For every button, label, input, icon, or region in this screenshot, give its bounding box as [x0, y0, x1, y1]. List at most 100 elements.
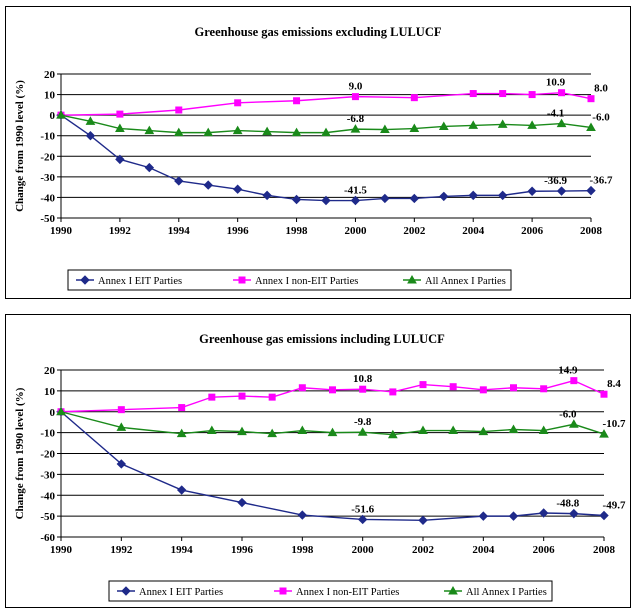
- x-tick-label: 2006: [533, 544, 556, 556]
- data-label: -41.5: [344, 185, 367, 197]
- data-point: [350, 124, 361, 133]
- data-point: [468, 120, 479, 129]
- data-point: [538, 508, 549, 518]
- data-label: 10.8: [353, 373, 373, 385]
- data-point: [586, 185, 596, 196]
- data-label: 10.9: [546, 77, 566, 89]
- data-point: [527, 186, 537, 196]
- legend-item-annex-i-non-eit-parties: Annex I non-EIT Parties: [233, 276, 358, 287]
- data-point: [232, 184, 243, 194]
- data-point: [380, 193, 390, 204]
- data-point: [418, 515, 428, 526]
- legend-item-annex-i-non-eit-parties: Annex I non-EIT Parties: [274, 587, 399, 598]
- data-point: [262, 190, 272, 201]
- data-point: [409, 123, 420, 133]
- data-point: [568, 419, 579, 428]
- legend-label: Annex I EIT Parties: [139, 587, 223, 598]
- y-tick-label: 10: [44, 386, 56, 398]
- data-point: [409, 193, 420, 204]
- chart-excluding-lulucf: Greenhouse gas emissions excluding LULUC…: [14, 25, 613, 291]
- data-point: [469, 90, 477, 98]
- data-point: [56, 110, 66, 119]
- chart-including-lulucf: Greenhouse gas emissions including LULUC…: [14, 332, 626, 602]
- y-tick-label: -20: [40, 449, 55, 461]
- data-point: [479, 386, 487, 394]
- data-point: [538, 425, 549, 435]
- data-point: [268, 393, 276, 401]
- data-point: [174, 176, 184, 186]
- data-point: [116, 110, 124, 118]
- y-axis-label: Change from 1990 level (%): [14, 387, 26, 519]
- data-point: [527, 120, 537, 129]
- legend: Annex I EIT Parties Annex I non-EIT Parti…: [67, 269, 512, 291]
- legend-label: Annex I non-EIT Parties: [255, 276, 358, 287]
- y-tick-label: -10: [40, 428, 55, 440]
- legend-marker: [448, 585, 458, 595]
- data-point: [267, 428, 278, 438]
- legend-marker: [121, 586, 131, 596]
- y-tick-label: -50: [40, 213, 55, 225]
- series-line: [60, 379, 605, 413]
- data-point: [478, 426, 489, 436]
- data-point: [298, 384, 306, 392]
- x-tick-label: 1992: [109, 225, 132, 237]
- y-tick-label: 20: [44, 365, 56, 377]
- x-tick-label: 1998: [286, 225, 309, 237]
- data-label: -51.6: [351, 503, 374, 515]
- legend-label: All Annex I Parties: [466, 587, 547, 598]
- data-label: -36.7: [590, 175, 613, 187]
- data-point: [293, 97, 301, 105]
- data-point: [350, 195, 361, 206]
- x-tick-label: 1992: [110, 544, 133, 556]
- data-point: [329, 386, 336, 394]
- data-label: -9.8: [354, 416, 372, 428]
- data-label: 8.0: [594, 83, 608, 95]
- data-point: [232, 125, 243, 135]
- data-point: [175, 106, 183, 114]
- data-label: -49.7: [603, 499, 626, 511]
- data-point: [238, 392, 246, 400]
- y-tick-label: -20: [40, 151, 55, 163]
- data-point: [176, 428, 187, 438]
- data-point: [351, 93, 359, 101]
- data-point: [357, 514, 368, 525]
- legend-label: Annex I non-EIT Parties: [296, 587, 399, 598]
- data-point: [117, 406, 125, 414]
- x-tick-label: 2000: [344, 225, 367, 237]
- data-point: [556, 118, 567, 128]
- legend-marker: [238, 276, 246, 284]
- x-tick-label: 1994: [171, 544, 194, 556]
- data-point: [115, 154, 125, 165]
- data-point: [116, 422, 127, 431]
- x-tick-label: 1998: [291, 544, 314, 556]
- x-tick-label: 2008: [580, 225, 603, 237]
- data-point: [357, 427, 368, 436]
- series-line: [60, 411, 605, 522]
- series-line: [60, 92, 592, 116]
- data-point: [237, 426, 247, 436]
- data-point: [497, 190, 508, 201]
- x-tick-label: 1990: [50, 544, 73, 556]
- data-point: [291, 194, 302, 205]
- data-point: [570, 377, 578, 385]
- data-point: [528, 91, 536, 99]
- series-annex-i-eit-parties: [56, 407, 609, 526]
- data-point: [478, 511, 489, 521]
- data-point: [389, 388, 397, 396]
- data-point: [387, 429, 398, 439]
- x-tick-label: 2004: [462, 225, 485, 237]
- data-point: [419, 381, 427, 389]
- chart-panel-excluding-lulucf: Greenhouse gas emissions excluding LULUC…: [5, 6, 631, 299]
- legend-item-all-annex-i-parties: All Annex I Parties: [444, 585, 547, 598]
- y-tick-label: -50: [40, 511, 55, 523]
- data-point: [600, 390, 608, 398]
- data-point: [380, 124, 390, 134]
- legend-marker: [279, 587, 287, 595]
- legend-box: [108, 580, 553, 602]
- x-tick-label: 1996: [231, 544, 254, 556]
- chart-title: Greenhouse gas emissions excluding LULUC…: [194, 25, 441, 39]
- data-point: [321, 195, 331, 206]
- series-all-annex-i-parties: [56, 406, 609, 439]
- data-point: [208, 393, 216, 401]
- data-point: [237, 497, 247, 508]
